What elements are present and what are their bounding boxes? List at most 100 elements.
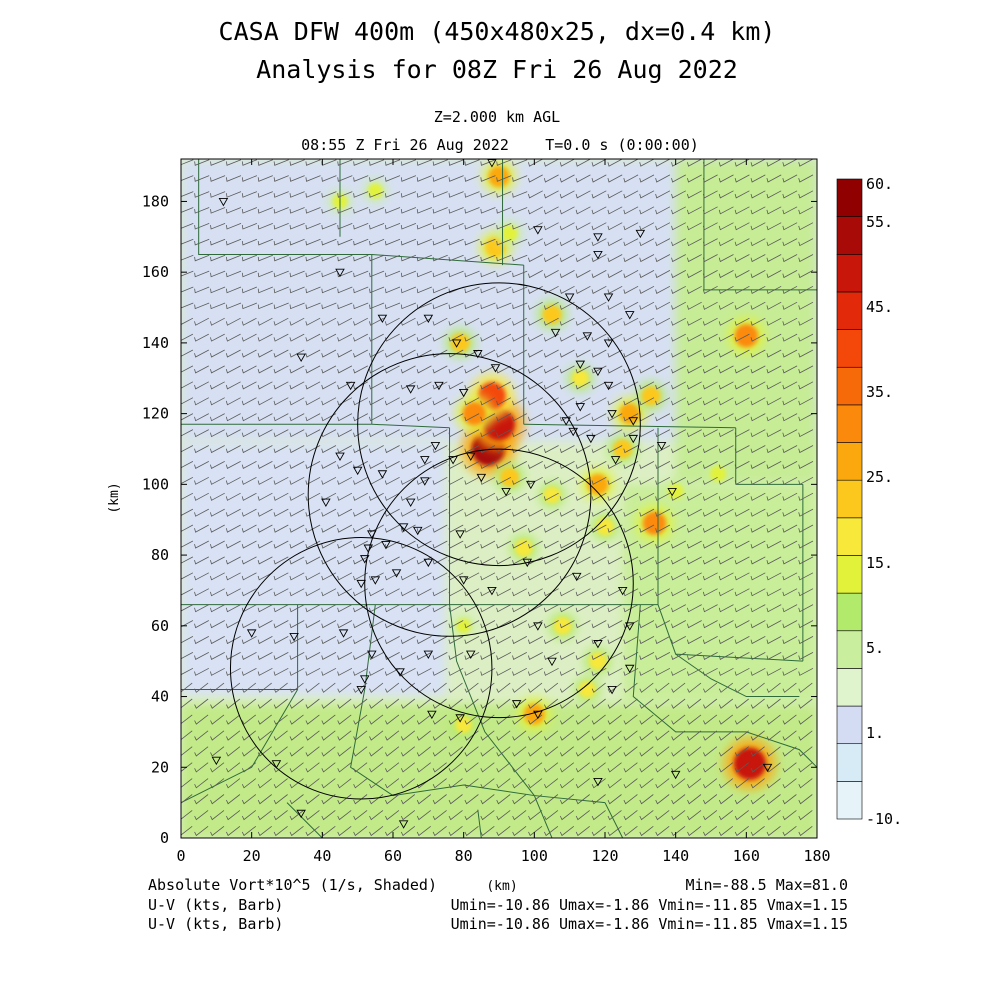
wind-barb: [559, 825, 575, 837]
wind-barb: [257, 191, 273, 198]
wind-barb: [702, 429, 718, 438]
wind-barb: [512, 413, 527, 422]
colorbar-label: 35.: [866, 383, 893, 401]
wind-barb: [798, 174, 814, 183]
station-marker: [271, 760, 282, 769]
wind-barb: [194, 778, 209, 789]
wind-barb: [432, 588, 448, 597]
wind-barb: [543, 667, 559, 676]
wind-barb: [623, 492, 639, 501]
wind-barb: [543, 365, 559, 374]
wind-barb: [559, 572, 575, 581]
wind-barb: [464, 714, 479, 725]
station-marker: [635, 229, 646, 239]
wind-barb: [543, 461, 559, 469]
wind-barb: [559, 778, 575, 789]
wind-barb: [639, 508, 655, 517]
wind-barb: [194, 223, 210, 230]
wind-barb: [369, 730, 384, 741]
wind-barb: [181, 159, 194, 166]
wind-barb: [241, 762, 257, 773]
wind-barb: [671, 222, 686, 231]
wind-barb: [384, 476, 400, 485]
wind-barb: [750, 556, 766, 565]
wind-barb: [559, 492, 575, 501]
wind-barb: [798, 572, 814, 581]
wind-barb: [353, 159, 369, 166]
wind-barb: [289, 254, 305, 262]
wind-barb: [543, 556, 559, 565]
wind-barb: [655, 333, 671, 342]
wind-barb: [782, 476, 798, 485]
wind-barb: [591, 492, 607, 501]
wind-barb: [655, 445, 671, 454]
wind-barb: [353, 540, 368, 549]
wind-barb: [607, 524, 623, 533]
wind-barb: [241, 588, 257, 597]
wind-barb: [623, 556, 639, 565]
wind-barb: [225, 540, 241, 549]
wind-barb: [289, 682, 304, 693]
station-marker: [455, 714, 465, 723]
wind-barb: [448, 476, 464, 485]
wind-barb: [575, 825, 590, 837]
wind-barb: [798, 810, 813, 821]
station-marker: [568, 427, 578, 437]
wind-barb: [512, 588, 527, 597]
wind-barb: [655, 222, 671, 231]
wind-barb: [448, 778, 463, 789]
wind-barb: [321, 508, 337, 517]
wind-barb: [305, 794, 320, 805]
wind-barb: [559, 190, 575, 199]
wind-barb: [194, 636, 209, 645]
wind-barb: [559, 365, 575, 374]
colorbar-label: 25.: [866, 468, 893, 486]
wind-barb: [225, 461, 241, 469]
wind-barb: [416, 476, 432, 485]
wind-barb: [305, 682, 320, 693]
wind-barb: [305, 588, 321, 597]
field-label: Absolute Vort*10^5 (1/s, Shaded): [148, 876, 437, 894]
wind-barb: [480, 191, 496, 198]
wind-barb: [241, 223, 258, 230]
wind-barb: [639, 636, 655, 645]
wind-barb: [416, 698, 431, 709]
wind-barb: [591, 667, 607, 676]
wind-barb: [671, 746, 686, 757]
wind-barb: [543, 349, 559, 358]
wind-barb: [289, 620, 305, 629]
wind-barb: [337, 270, 353, 278]
wind-barb: [655, 301, 671, 310]
wind-barb: [543, 445, 559, 454]
wind-barb: [337, 445, 353, 454]
wind-barb: [194, 365, 209, 374]
wind-barb: [337, 778, 352, 789]
wind-barb: [766, 190, 782, 199]
wind-barb: [273, 254, 289, 262]
wind-barb: [210, 429, 225, 438]
wind-barb: [591, 413, 607, 422]
wind-barb: [464, 397, 480, 406]
wind-barb: [241, 476, 257, 485]
wind-barb: [480, 524, 496, 533]
wind-barb: [464, 238, 480, 246]
wind-barb: [512, 381, 527, 390]
wind-barb: [321, 223, 337, 230]
wind-barb: [559, 238, 575, 247]
wind-barb: [655, 778, 670, 789]
wind-barb: [782, 778, 797, 789]
wind-barb: [181, 825, 193, 836]
wind-barb: [337, 682, 352, 693]
wind-barb: [337, 175, 353, 182]
wind-barb: [543, 317, 559, 326]
wind-barb: [734, 682, 749, 693]
station-marker: [628, 434, 639, 444]
wind-barb: [734, 270, 750, 279]
wind-barb: [257, 825, 272, 837]
wind-barb: [496, 810, 511, 821]
station-marker: [338, 629, 349, 638]
wind-barb: [210, 191, 226, 198]
wind-barb: [496, 207, 512, 214]
wind-barb: [607, 572, 623, 581]
